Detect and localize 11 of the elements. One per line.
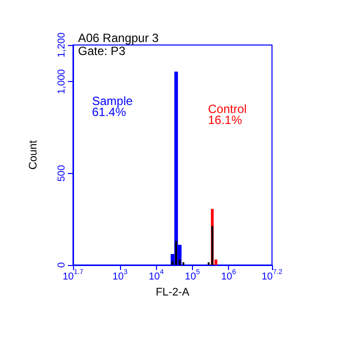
chart-subtitle: Gate: P3 [78,44,126,58]
y-axis-title: Count [28,140,40,170]
text: Control [208,102,247,116]
chart-title: A06 Rangpur 3 [78,31,160,45]
text: Sample [92,94,134,108]
annotation: 16.1% [208,113,242,127]
y-tick-label: 0 [56,262,68,268]
y-tick-label: 1,000 [56,68,68,94]
y-tick-label: 1,200 [56,32,68,58]
y-tick-label: 500 [56,164,68,182]
x-axis-title: FL-2-A [156,286,190,298]
